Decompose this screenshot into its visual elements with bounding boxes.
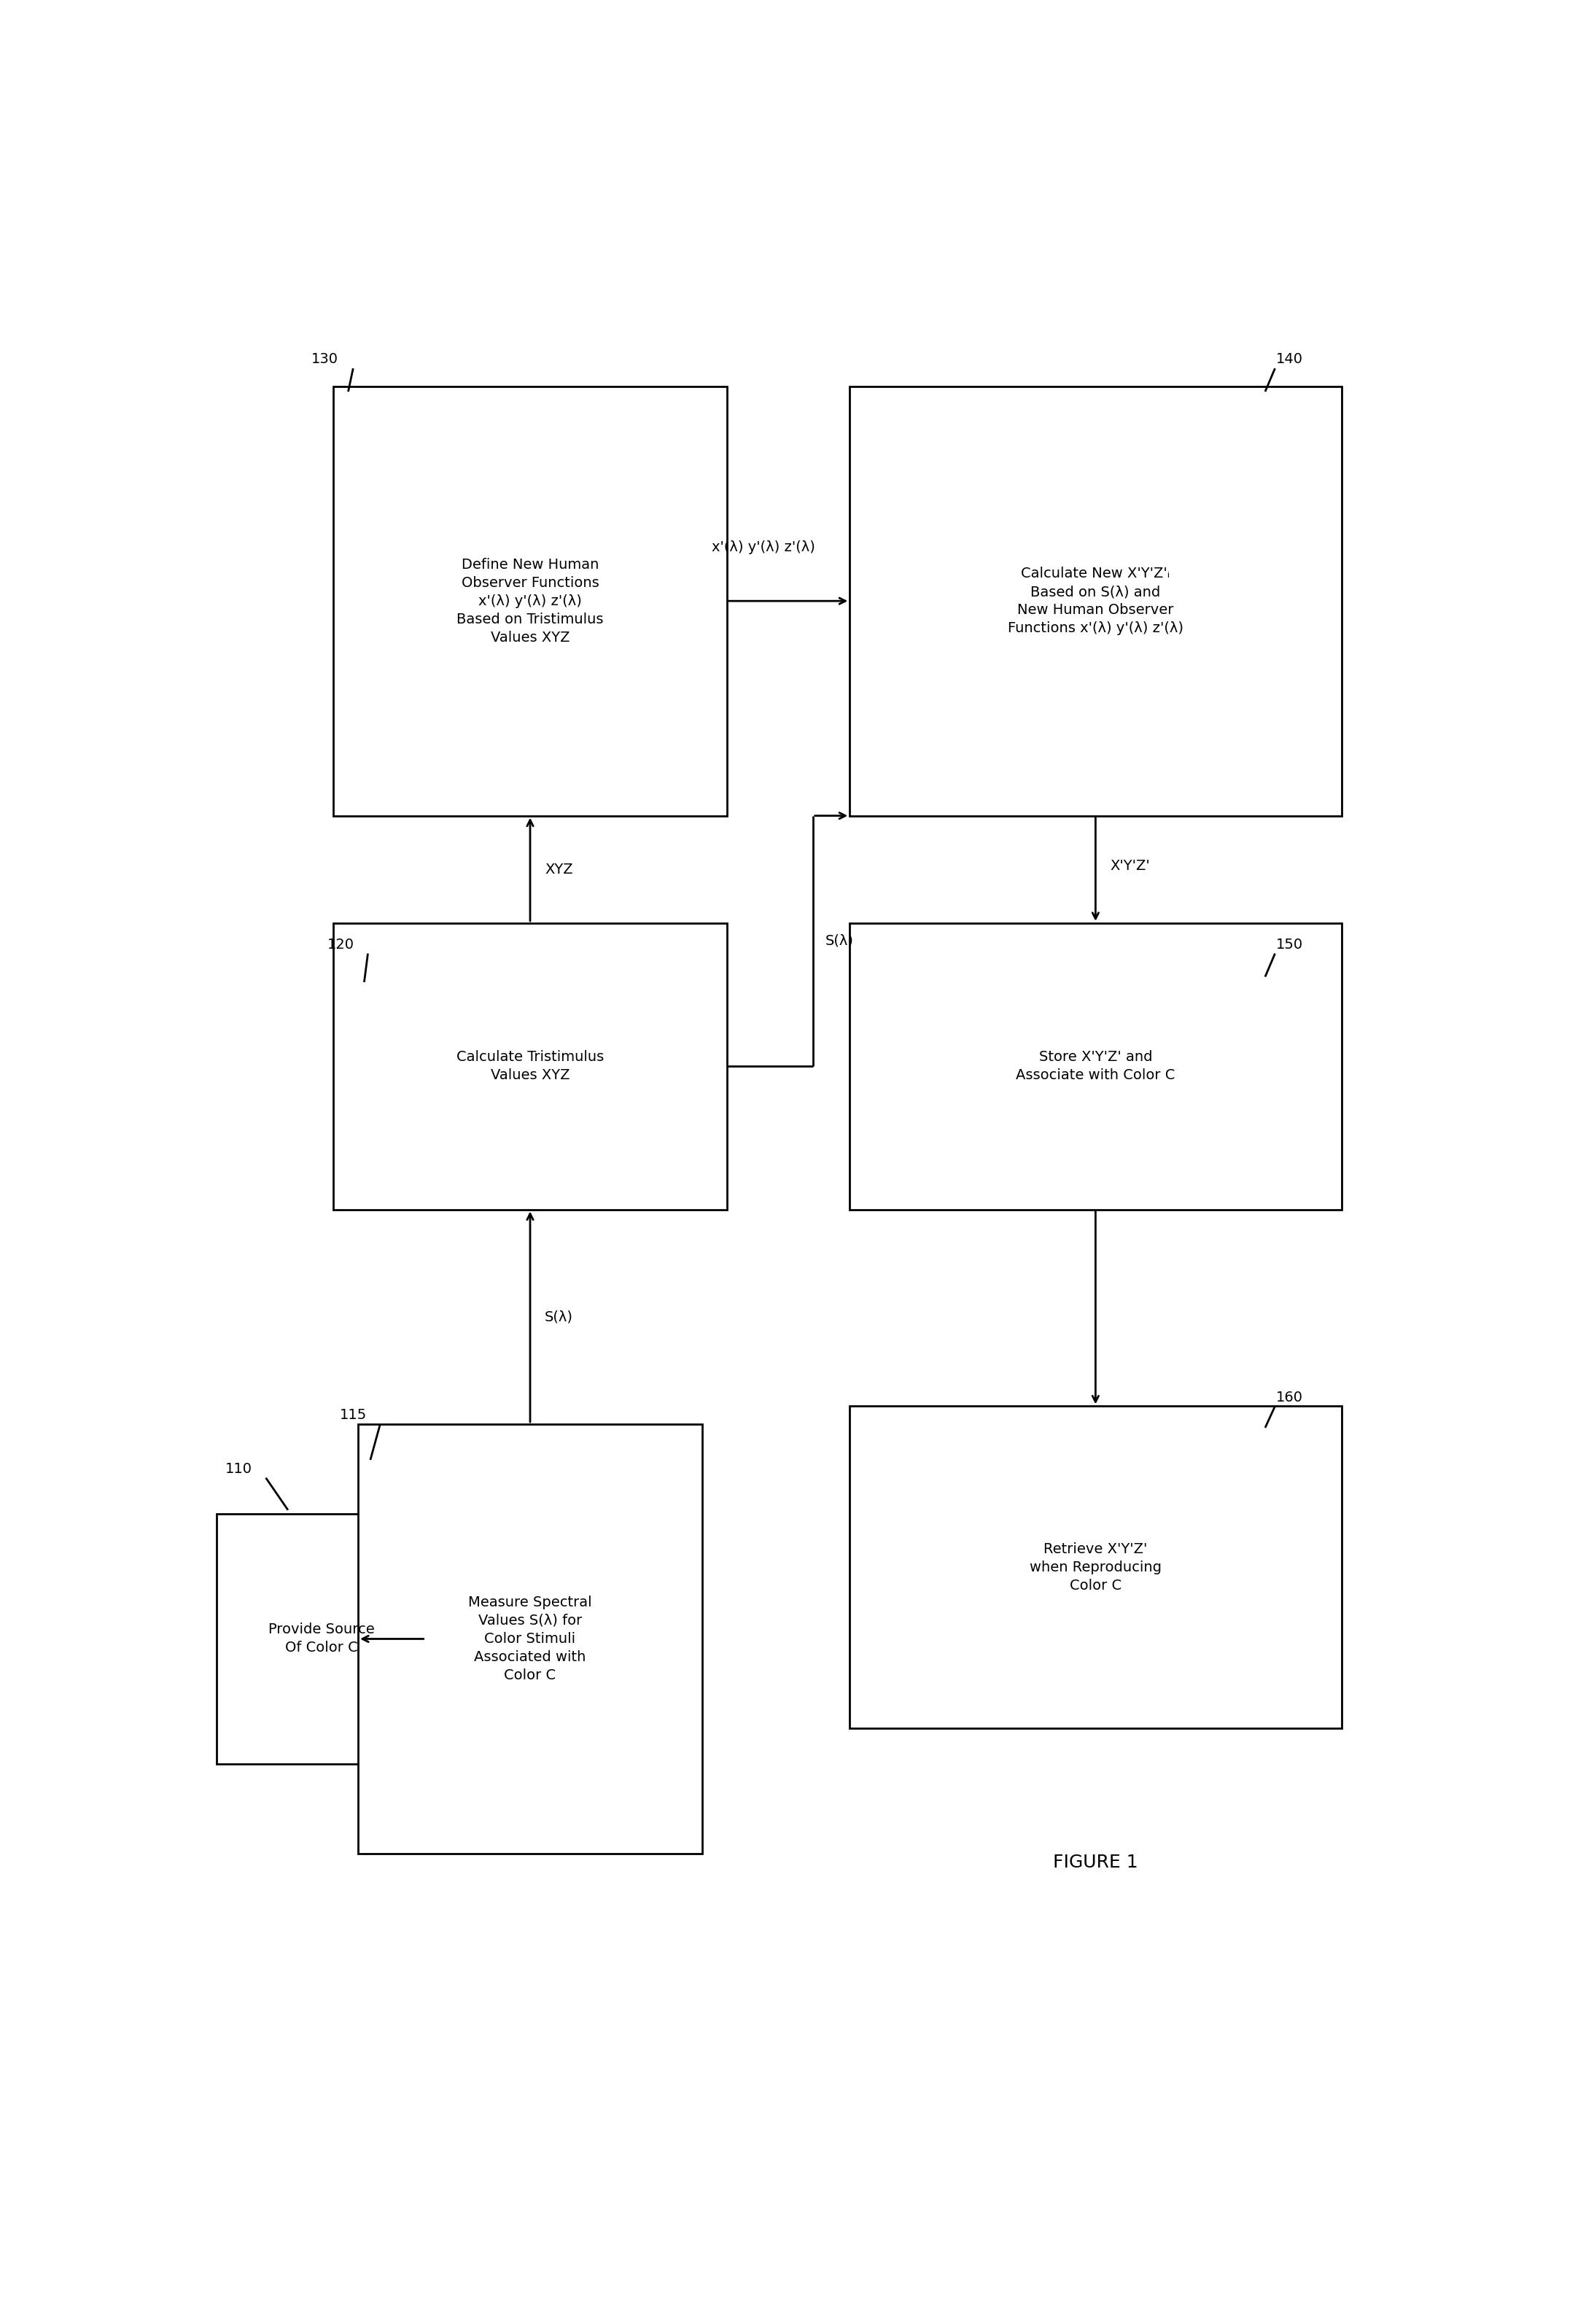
Text: Store X'Y'Z' and
Associate with Color C: Store X'Y'Z' and Associate with Color C xyxy=(1017,1050,1175,1083)
FancyBboxPatch shape xyxy=(358,1425,703,1855)
Text: 110: 110 xyxy=(225,1462,252,1476)
Text: 150: 150 xyxy=(1277,937,1304,951)
FancyBboxPatch shape xyxy=(333,386,726,816)
Text: S(λ): S(λ) xyxy=(825,934,853,948)
Text: Provide Source
Of Color C: Provide Source Of Color C xyxy=(268,1622,374,1655)
Text: S(λ): S(λ) xyxy=(546,1311,573,1325)
Text: Calculate Tristimulus
Values XYZ: Calculate Tristimulus Values XYZ xyxy=(457,1050,604,1083)
FancyBboxPatch shape xyxy=(850,1406,1342,1729)
Text: Define New Human
Observer Functions
x'(λ) y'(λ) z'(λ)
Based on Tristimulus
Value: Define New Human Observer Functions x'(λ… xyxy=(457,558,604,644)
Text: 120: 120 xyxy=(327,937,354,951)
FancyBboxPatch shape xyxy=(217,1513,425,1764)
Text: 115: 115 xyxy=(339,1408,366,1422)
FancyBboxPatch shape xyxy=(850,386,1342,816)
Text: X'Y'Z': X'Y'Z' xyxy=(1110,860,1150,874)
Text: Measure Spectral
Values S(λ) for
Color Stimuli
Associated with
Color C: Measure Spectral Values S(λ) for Color S… xyxy=(468,1597,592,1683)
Text: 130: 130 xyxy=(311,353,338,367)
FancyBboxPatch shape xyxy=(333,923,726,1208)
Text: Calculate New X'Y'Z'ᵢ
Based on S(λ) and
New Human Observer
Functions x'(λ) y'(λ): Calculate New X'Y'Z'ᵢ Based on S(λ) and … xyxy=(1007,567,1183,634)
Text: FIGURE 1: FIGURE 1 xyxy=(1053,1855,1139,1871)
Text: x'(λ) y'(λ) z'(λ): x'(λ) y'(λ) z'(λ) xyxy=(712,541,815,553)
Text: 140: 140 xyxy=(1277,353,1304,367)
Text: Retrieve X'Y'Z'
when Reproducing
Color C: Retrieve X'Y'Z' when Reproducing Color C xyxy=(1029,1543,1161,1592)
Text: 160: 160 xyxy=(1277,1390,1304,1404)
FancyBboxPatch shape xyxy=(850,923,1342,1208)
Text: XYZ: XYZ xyxy=(546,862,573,876)
